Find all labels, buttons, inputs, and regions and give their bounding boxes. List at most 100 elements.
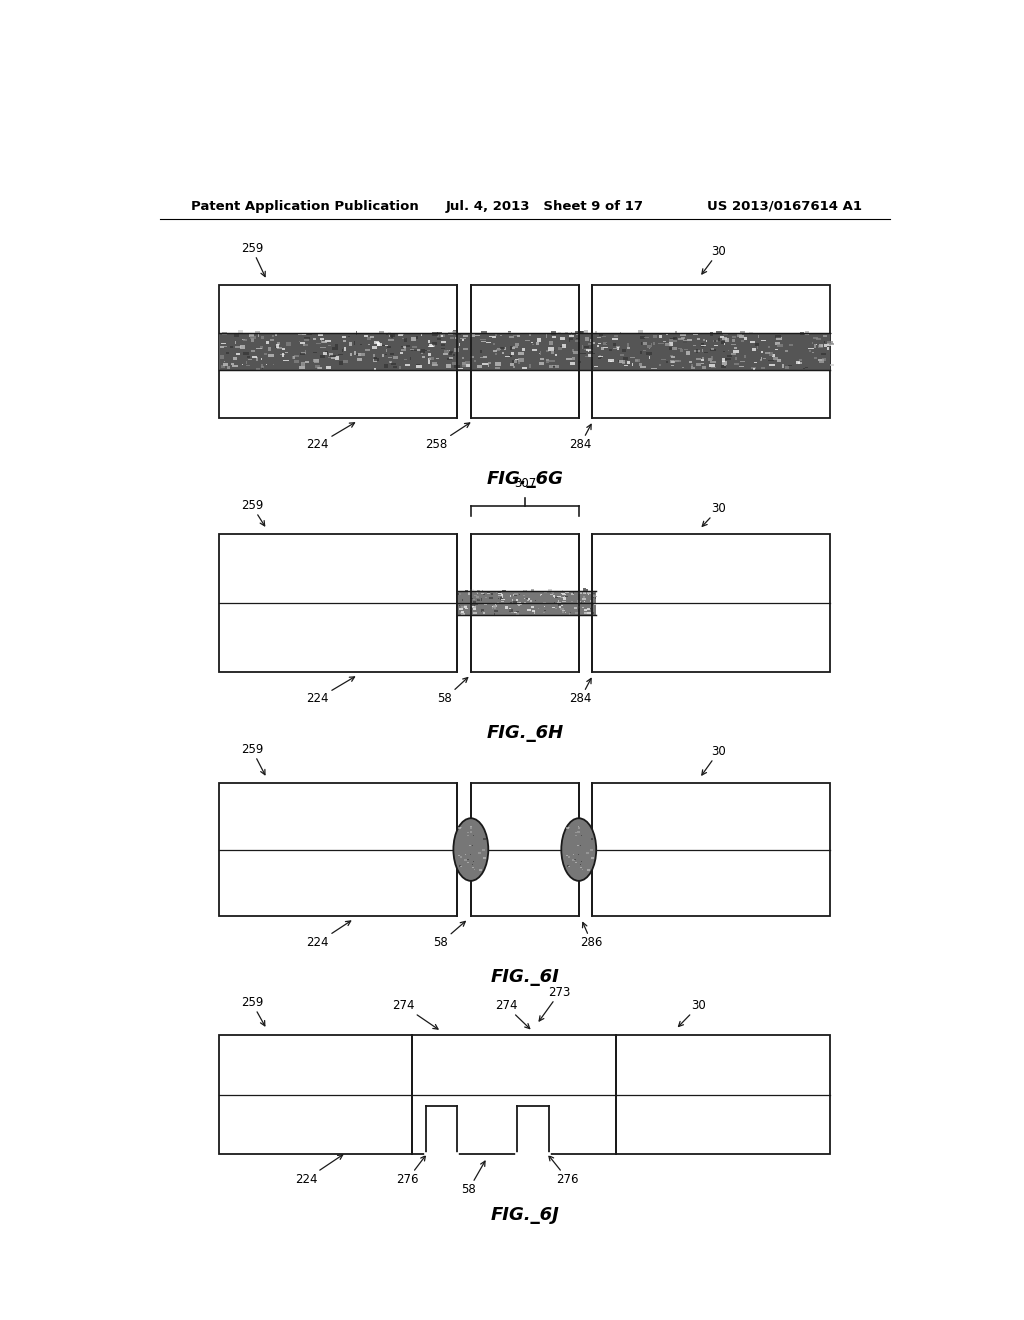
Bar bbox=[256, 358, 258, 360]
Bar bbox=[544, 591, 547, 593]
Bar bbox=[377, 343, 380, 346]
Bar bbox=[549, 360, 555, 363]
Bar bbox=[562, 611, 564, 612]
Text: 224: 224 bbox=[306, 677, 354, 705]
Bar bbox=[547, 359, 549, 362]
Bar bbox=[659, 335, 663, 338]
Bar bbox=[577, 601, 579, 603]
Bar bbox=[701, 348, 703, 351]
Bar bbox=[711, 356, 713, 359]
Bar bbox=[439, 334, 444, 337]
Bar bbox=[342, 335, 346, 338]
Bar bbox=[451, 338, 454, 339]
Bar bbox=[785, 350, 787, 352]
Bar bbox=[304, 338, 308, 341]
Bar bbox=[234, 341, 237, 345]
Bar bbox=[481, 598, 482, 601]
Bar bbox=[499, 590, 501, 593]
Bar bbox=[583, 598, 586, 601]
Bar bbox=[663, 341, 666, 342]
Bar bbox=[640, 366, 645, 368]
Bar bbox=[565, 333, 568, 334]
Bar bbox=[219, 1035, 412, 1155]
Bar bbox=[420, 348, 425, 352]
Bar bbox=[379, 331, 384, 334]
Bar bbox=[616, 346, 620, 347]
Bar bbox=[493, 350, 497, 352]
Bar bbox=[575, 331, 581, 334]
Bar bbox=[782, 364, 784, 367]
Bar bbox=[560, 337, 565, 341]
Bar bbox=[432, 364, 438, 366]
Bar bbox=[373, 354, 375, 358]
Bar bbox=[650, 343, 652, 347]
Bar bbox=[502, 351, 505, 354]
Bar bbox=[558, 603, 561, 606]
Bar bbox=[261, 363, 263, 367]
Bar bbox=[356, 331, 357, 334]
Bar bbox=[563, 598, 565, 601]
Bar bbox=[465, 590, 468, 591]
Bar bbox=[721, 342, 725, 343]
Bar bbox=[382, 345, 385, 346]
Bar bbox=[646, 351, 651, 355]
Bar bbox=[386, 348, 387, 352]
Bar bbox=[758, 334, 759, 338]
Bar bbox=[641, 342, 643, 345]
Bar bbox=[620, 360, 623, 363]
Bar bbox=[233, 334, 239, 337]
Bar bbox=[453, 330, 457, 334]
Bar bbox=[809, 350, 811, 352]
Bar bbox=[531, 342, 532, 343]
Bar bbox=[473, 601, 476, 603]
Bar bbox=[292, 355, 295, 359]
Bar bbox=[470, 589, 473, 591]
Bar bbox=[450, 351, 453, 352]
Bar bbox=[722, 362, 727, 364]
Bar bbox=[488, 597, 493, 599]
Bar bbox=[393, 366, 397, 368]
Bar bbox=[711, 333, 714, 335]
Bar bbox=[482, 356, 486, 358]
Bar bbox=[648, 347, 650, 350]
Bar bbox=[670, 360, 674, 363]
Bar bbox=[403, 346, 406, 348]
Bar bbox=[574, 834, 578, 837]
Bar bbox=[219, 285, 458, 417]
Bar bbox=[449, 333, 453, 335]
Bar bbox=[812, 342, 813, 343]
Text: US 2013/0167614 A1: US 2013/0167614 A1 bbox=[708, 199, 862, 213]
Bar bbox=[588, 594, 589, 595]
Bar bbox=[458, 593, 461, 595]
Bar bbox=[585, 346, 589, 348]
Bar bbox=[722, 337, 727, 341]
Bar bbox=[728, 350, 729, 351]
Bar bbox=[687, 339, 692, 341]
Bar bbox=[384, 364, 388, 368]
Bar bbox=[223, 363, 228, 366]
Bar bbox=[805, 331, 809, 335]
Bar bbox=[417, 335, 418, 339]
Bar bbox=[505, 606, 508, 609]
Bar bbox=[579, 331, 585, 334]
Bar bbox=[515, 343, 519, 346]
Bar bbox=[270, 339, 274, 342]
Bar bbox=[765, 352, 770, 355]
Bar bbox=[339, 362, 343, 364]
Bar bbox=[710, 364, 716, 367]
Bar bbox=[252, 356, 257, 358]
Bar bbox=[371, 335, 374, 338]
Bar bbox=[796, 360, 800, 364]
Bar bbox=[773, 356, 777, 360]
Bar bbox=[390, 354, 394, 355]
Bar bbox=[700, 359, 705, 360]
Bar bbox=[219, 333, 830, 370]
Bar bbox=[303, 345, 305, 346]
Bar bbox=[592, 598, 593, 599]
Bar bbox=[733, 363, 738, 364]
Bar bbox=[775, 335, 781, 338]
Bar bbox=[691, 367, 695, 370]
Bar bbox=[299, 366, 305, 368]
Bar bbox=[575, 339, 581, 342]
Bar bbox=[540, 351, 542, 355]
